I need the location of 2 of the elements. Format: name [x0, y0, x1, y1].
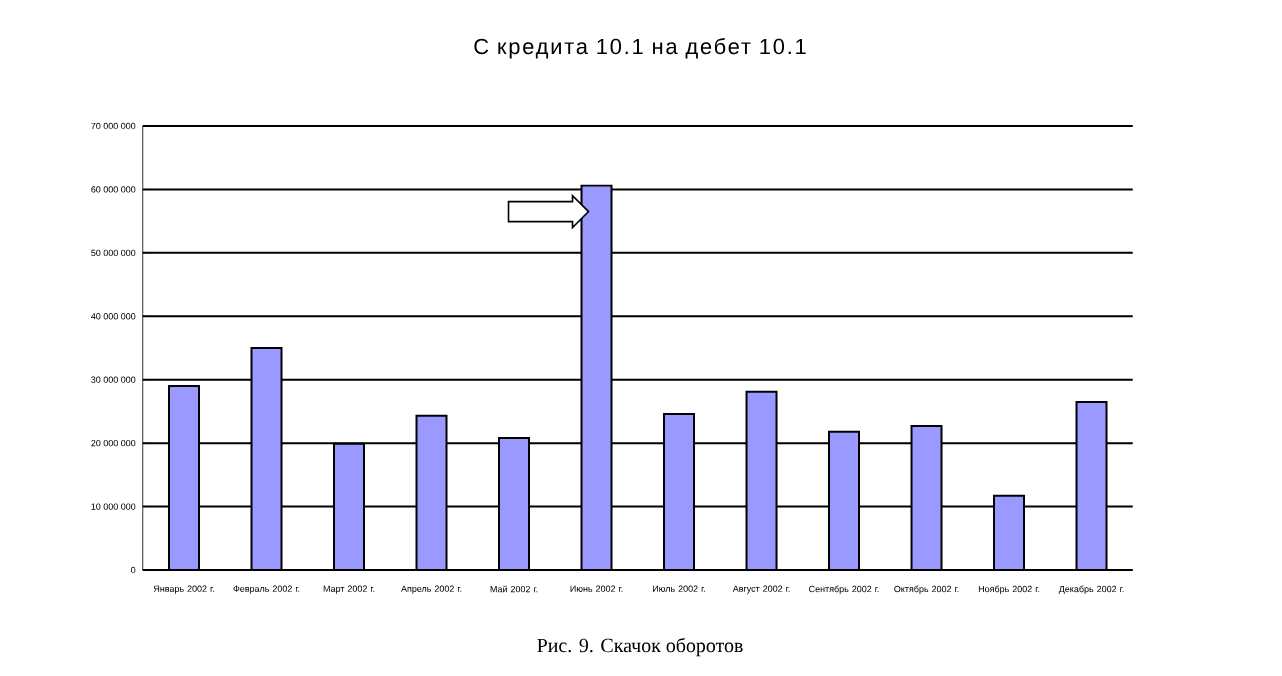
chart-title: С кредита 10.1 на дебет 10.1: [474, 37, 806, 59]
text: Рис. 9. Скачок оборотов: [537, 637, 743, 657]
